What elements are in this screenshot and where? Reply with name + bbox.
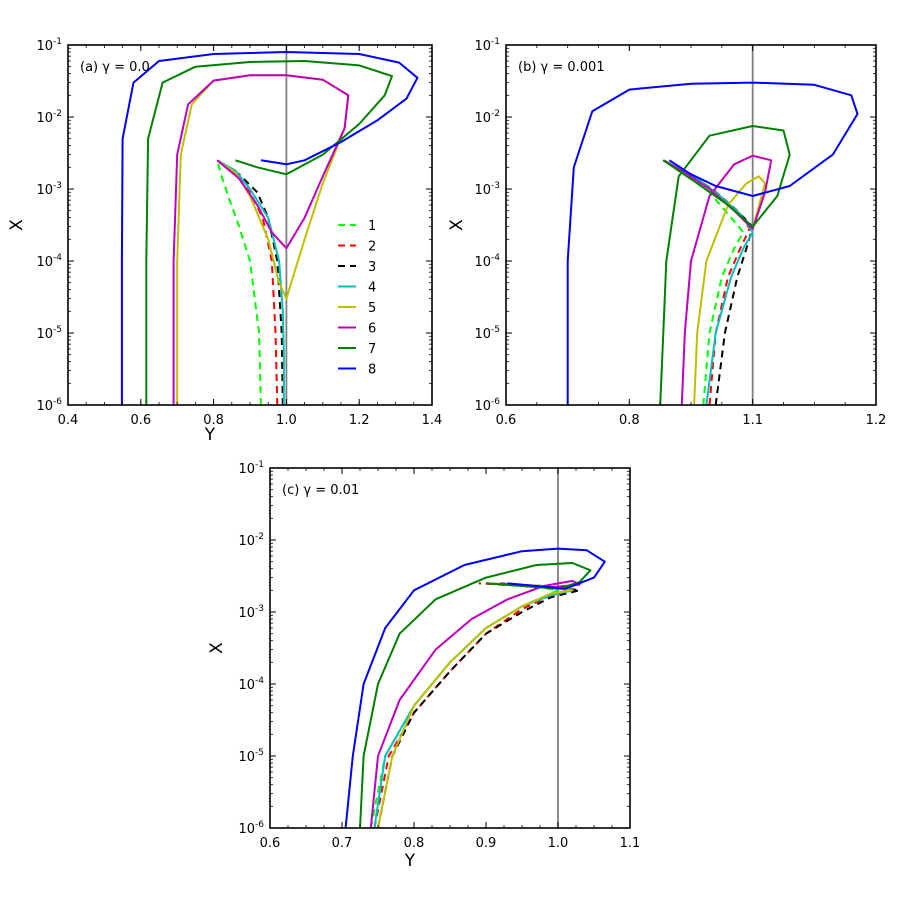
y-tick-label: 10-3 [36,181,62,198]
panel-label: (a) γ = 0.0 [80,60,150,75]
legend-label-4: 4 [368,281,376,296]
legend: 1 2 3 4 5 6 7 8 [338,219,376,378]
y-tick-label: 10-3 [474,181,500,198]
panel-a: 0.4 0.6 0.8 1.0 1.2 1.4 10-6 10-5 10-4 10-3 10-2 10… [7,37,442,445]
series-line-1 [369,582,559,828]
series-line-6 [172,74,350,405]
legend-label-2: 2 [368,240,376,255]
legend-label-8: 8 [368,363,376,378]
y-tick-label: 10-6 [36,397,62,414]
series-line-8 [566,81,859,405]
panel-b: 0.6 0.8 1.1 1.2 10-6 10-5 10-4 10-3 10-2 10-1 X (b)… [447,37,886,428]
series-line-5 [662,159,766,405]
series-line-7 [659,125,791,405]
x-tick-label: 0.7 [332,836,353,851]
series-line-5 [377,582,574,828]
y-tick-label: 10-1 [238,460,264,477]
x-tick-label: 0.6 [130,413,151,428]
series-group [344,547,606,828]
legend-label-7: 7 [368,342,376,357]
x-tick-label: 0.4 [58,413,79,428]
series-line-4 [662,159,754,405]
series-line-6 [369,579,581,828]
series-line-4 [216,159,285,405]
series-line-7 [145,60,393,405]
legend-label-3: 3 [368,260,376,275]
panel-label: (b) γ = 0.001 [518,60,605,75]
x-tick-label: 1.1 [742,413,763,428]
x-tick-label: 0.8 [404,836,425,851]
x-tick-label: 1.0 [276,413,297,428]
y-tick-label: 10-1 [474,37,500,54]
y-tick-label: 10-2 [238,532,264,549]
legend-label-6: 6 [368,322,376,337]
y-tick-label: 10-6 [238,820,264,837]
y-tick-label: 10-5 [238,748,264,765]
series-group [120,51,419,405]
legend-label-1: 1 [368,219,376,234]
x-axis-label: Y [204,425,216,445]
series-line-2 [373,582,574,828]
x-tick-label: 1.2 [866,413,887,428]
x-tick-label: 0.8 [619,413,640,428]
y-tick-label: 10-5 [36,325,62,342]
plot-frame [269,467,631,829]
plot-frame [505,44,877,406]
x-tick-label: 1.1 [620,836,641,851]
y-axis-label: X [447,219,467,231]
y-axis-label: X [7,219,27,231]
x-tick-label: 1.2 [349,413,370,428]
y-tick-label: 10-5 [474,325,500,342]
series-group [566,81,859,405]
x-tick-label: 1.0 [548,836,569,851]
series-line-6 [662,154,773,405]
y-tick-label: 10-2 [474,109,500,126]
series-line-1 [216,160,262,405]
series-line-5 [176,74,350,405]
y-tick-label: 10-4 [474,253,500,270]
series-line-8 [344,547,606,828]
panel-label: (c) γ = 0.01 [282,483,359,498]
x-tick-label: 0.8 [203,413,224,428]
series-line-4 [373,582,574,828]
y-tick-label: 10-4 [238,676,264,693]
series-line-2 [216,159,279,405]
x-axis-label: Y [404,851,416,871]
x-tick-label: 1.4 [422,413,443,428]
series-line-3 [377,582,581,828]
y-tick-label: 10-1 [36,37,62,54]
series-line-3 [662,159,754,405]
y-tick-label: 10-4 [36,253,62,270]
y-axis-label: X [207,642,227,654]
legend-label-5: 5 [368,301,376,316]
x-tick-label: 0.6 [496,413,517,428]
series-line-8 [120,51,419,405]
y-tick-label: 10-2 [36,109,62,126]
series-line-7 [359,562,592,828]
panel-c: 0.6 0.7 0.8 0.9 1.0 1.1 10-6 10-5 10-4 10-3 10-2 10… [207,460,640,871]
x-tick-label: 0.6 [260,836,281,851]
x-tick-label: 0.9 [476,836,497,851]
y-tick-label: 10-6 [474,397,500,414]
y-tick-label: 10-3 [238,604,264,621]
